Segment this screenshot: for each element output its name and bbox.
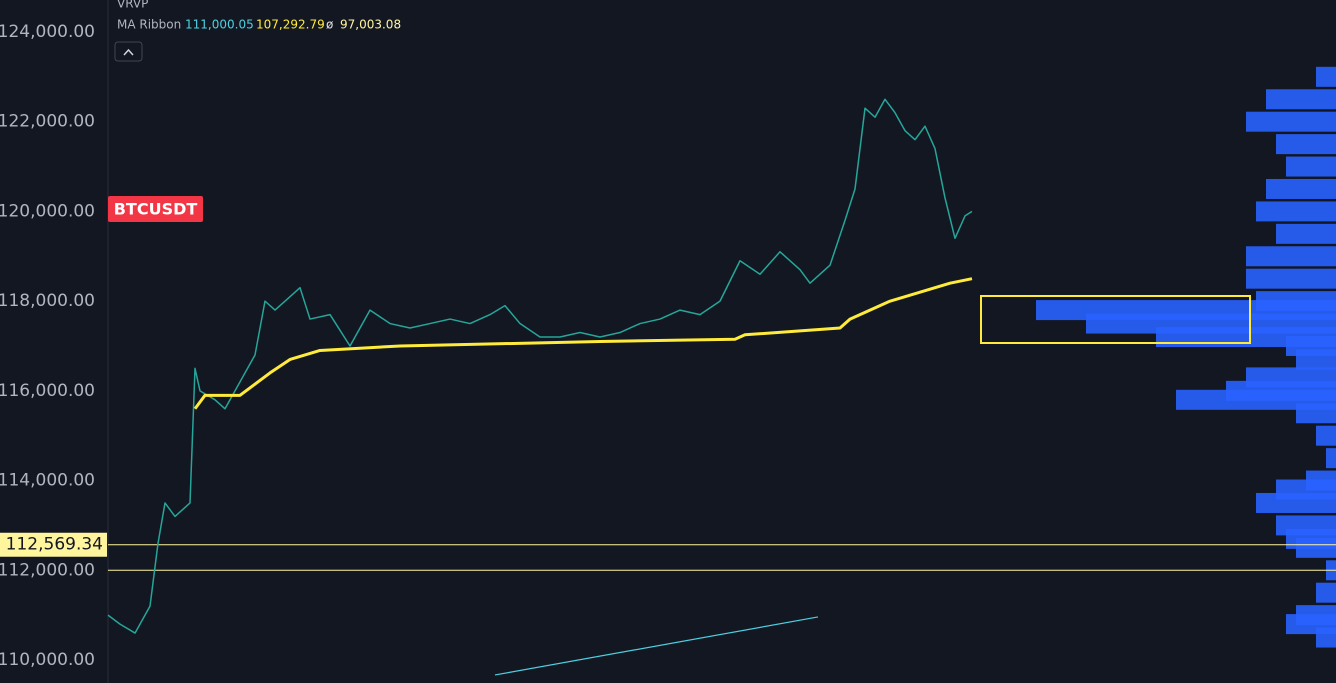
collapse-icon [123, 48, 134, 56]
y-tick-label: 114,000.00 [0, 471, 95, 491]
price-badge [0, 532, 107, 557]
y-tick-label: 112,000.00 [0, 560, 95, 580]
y-tick-label: 120,000.00 [0, 201, 95, 221]
profile-bar [1296, 349, 1336, 370]
profile-bar [1316, 425, 1336, 446]
profile-bar [1316, 627, 1336, 648]
profile-bar [1246, 111, 1336, 132]
profile-bar [1276, 134, 1336, 155]
profile-bar [1326, 448, 1336, 469]
y-tick-label: 118,000.00 [0, 291, 95, 311]
ma-label: MA Ribbon [117, 18, 181, 32]
y-tick-label: 110,000.00 [0, 650, 95, 670]
profile-bar [1246, 268, 1336, 289]
ma-value: 111,000.05 [185, 18, 254, 32]
profile-bar [1246, 246, 1336, 267]
ma-separator: ø [326, 18, 333, 32]
y-tick-label: 116,000.00 [0, 381, 95, 401]
price-label: 112,569.34 [6, 535, 103, 555]
y-axis: 110,000.00 112,000.00 114,000.00 116,000.00… [0, 22, 107, 670]
profile-bar [1266, 178, 1336, 199]
y-tick-label: 124,000.00 [0, 22, 95, 42]
profile-bar [1266, 89, 1336, 110]
volume-profile [1036, 66, 1336, 648]
ma-value: 97,003.08 [340, 18, 401, 32]
series-line [193, 277, 973, 410]
highlight-box [980, 295, 1251, 344]
collapse-button[interactable] [114, 41, 143, 62]
profile-bar [1256, 201, 1336, 222]
profile-bar [1316, 582, 1336, 603]
profile-bar [1276, 223, 1336, 244]
profile-bar [1296, 403, 1336, 424]
ma-value: 107,292.79 [256, 18, 325, 32]
symbol-label: BTCUSDT [114, 200, 198, 219]
series-line [494, 616, 819, 676]
profile-bar [1296, 537, 1336, 558]
profile-bar [1316, 66, 1336, 87]
series-line [107, 98, 973, 634]
plot [107, 98, 1336, 676]
symbol-badge [108, 196, 203, 222]
profile-bar [1286, 156, 1336, 177]
profile-bar [1256, 492, 1336, 513]
y-tick-label: 122,000.00 [0, 112, 95, 132]
indicator-label: VRVP [117, 0, 148, 11]
